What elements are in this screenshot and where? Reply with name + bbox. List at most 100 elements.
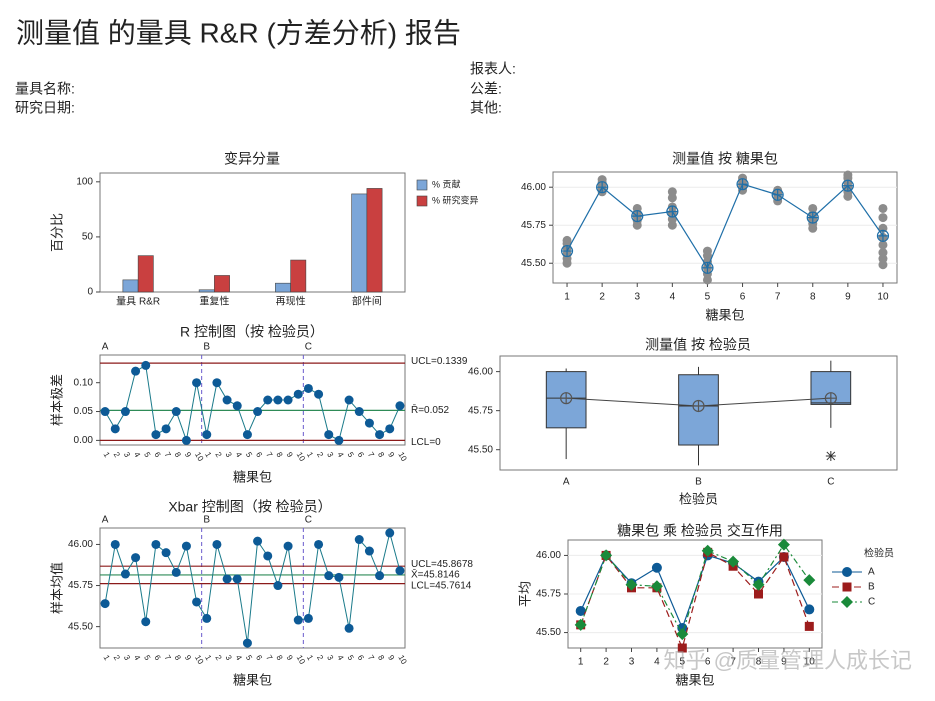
y-tick-label: 46.00 <box>521 182 546 193</box>
x-tick-label: 1 <box>102 654 112 663</box>
data-point <box>303 613 313 623</box>
data-point <box>354 407 364 417</box>
limit-label: LCL=0 <box>411 437 441 448</box>
x-tick-label: 8 <box>376 451 386 460</box>
group-label: C <box>305 342 312 353</box>
data-point <box>212 539 222 549</box>
group-label: B <box>203 342 210 353</box>
data-point <box>293 615 303 625</box>
data-point <box>324 571 334 581</box>
data-point <box>395 566 405 576</box>
legend-title: 检验员 <box>864 547 894 560</box>
data-point <box>222 574 232 584</box>
bar <box>351 193 368 293</box>
x-tick-label: 7 <box>730 657 736 668</box>
box <box>678 374 719 446</box>
data-point <box>314 539 324 549</box>
data-point <box>625 578 638 591</box>
data-point <box>232 574 242 584</box>
data-point <box>344 623 354 633</box>
y-axis-label: 样本均值 <box>49 562 64 614</box>
data-point <box>676 628 689 641</box>
legend-marker <box>841 596 853 608</box>
legend-marker <box>842 567 852 577</box>
data-point <box>334 435 344 445</box>
chart-title: 糖果包 乘 检验员 交互作用 <box>617 523 783 539</box>
y-tick-label: 46.00 <box>468 366 493 377</box>
x-tick-label: 9 <box>183 654 193 663</box>
data-point <box>283 395 293 405</box>
data-point <box>232 401 242 411</box>
data-point <box>803 574 816 587</box>
x-tick-label: 9 <box>781 657 787 668</box>
bar <box>275 282 291 293</box>
x-tick-label: 4 <box>234 451 244 460</box>
mean-marker-cross <box>596 181 608 193</box>
x-tick-label: 2 <box>213 451 223 460</box>
report-title: 测量值 的量具 R&R (方差分析) 报告 <box>16 17 461 48</box>
mean-marker-cross <box>693 400 704 412</box>
data-point <box>110 424 120 434</box>
x-tick-label: 6 <box>152 451 162 460</box>
y-tick-label: 45.75 <box>68 580 93 591</box>
data-point <box>263 395 273 405</box>
data-point <box>878 213 888 223</box>
x-tick-label: 再现性 <box>276 295 306 308</box>
data-point <box>192 597 202 607</box>
data-point <box>878 203 888 213</box>
data-point <box>141 617 151 627</box>
x-tick-label: 2 <box>315 451 325 460</box>
mean-marker-cross <box>737 178 749 190</box>
x-tick-label: 6 <box>356 451 366 460</box>
x-tick-label: 4 <box>335 654 345 663</box>
x-tick-label: 量具 R&R <box>116 296 160 308</box>
x-tick-label: 7 <box>775 292 781 303</box>
x-tick-label: B <box>695 477 702 488</box>
data-point <box>120 407 130 417</box>
x-tick-label: 重复性 <box>199 295 229 308</box>
x-tick-label: 2 <box>213 654 223 663</box>
group-label: A <box>102 342 109 353</box>
y-tick-label: 45.50 <box>521 258 546 269</box>
mean-marker-cross <box>825 392 837 404</box>
bar <box>137 255 154 293</box>
x-tick-label: 1 <box>102 451 112 460</box>
series-line <box>580 551 810 650</box>
data-point <box>727 555 740 568</box>
x-tick-label: 4 <box>132 451 142 460</box>
x-tick-label: 2 <box>112 654 122 663</box>
data-point <box>192 378 202 388</box>
bar <box>366 188 383 293</box>
mean-marker-cross <box>807 212 819 224</box>
x-tick-label: 3 <box>325 451 335 460</box>
x-tick-label: 6 <box>705 657 711 668</box>
y-tick-label: 46.00 <box>68 539 93 550</box>
y-tick-label: 45.75 <box>521 220 546 231</box>
y-axis-label: 样本极差 <box>49 374 64 426</box>
bar <box>214 275 230 293</box>
mean-marker-cross <box>666 206 678 218</box>
data-point <box>779 552 789 562</box>
mean-marker-cross <box>842 180 854 192</box>
x-tick-label: 6 <box>254 451 264 460</box>
legend-swatch <box>416 179 428 191</box>
y-tick-label: 100 <box>76 176 93 187</box>
bar <box>290 259 307 293</box>
x-tick-label: 5 <box>705 292 711 303</box>
tolerance: 公差: <box>470 81 502 97</box>
data-point <box>354 535 364 545</box>
group-label: C <box>305 515 312 526</box>
x-tick-label: 5 <box>346 451 356 460</box>
y-tick-label: 0.05 <box>74 406 94 417</box>
data-point <box>151 430 161 440</box>
x-tick-label: 5 <box>346 654 356 663</box>
data-point <box>100 407 110 417</box>
data-point <box>141 360 151 370</box>
bar <box>198 289 215 293</box>
data-point <box>334 572 344 582</box>
y-tick-label: 0.10 <box>74 377 94 388</box>
data-point <box>804 604 815 615</box>
x-tick-label: 3 <box>224 451 234 460</box>
data-point <box>181 435 191 445</box>
data-point <box>843 170 853 180</box>
